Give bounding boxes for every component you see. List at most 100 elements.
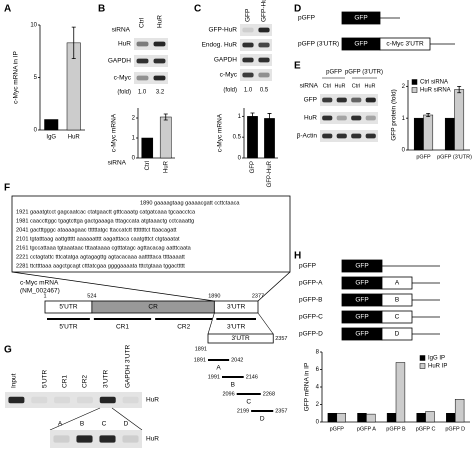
y-tick-label: 2	[402, 84, 406, 90]
subregion-label: 3'UTR	[227, 324, 246, 331]
y-tick-label: 1	[238, 114, 242, 120]
sequence-line: 2101 tgtatttaag aattgttttt aaaaaatttt aa…	[16, 236, 180, 242]
legend-label: IgG IP	[428, 356, 445, 362]
sequence-box	[11, 195, 291, 273]
error-bar	[163, 113, 168, 121]
construct-name: pGFP	[299, 263, 316, 270]
y-tick-label: 2	[316, 402, 320, 408]
bar	[395, 362, 406, 423]
band	[351, 133, 362, 139]
lane-label: CR2	[82, 375, 89, 388]
y-tick-label: 0	[132, 156, 136, 162]
subregion-label: CR1	[116, 324, 129, 331]
connector	[49, 407, 101, 431]
fold-value: 1.0	[244, 88, 253, 94]
construct-box-label: B	[395, 297, 399, 304]
y-axis-label: GFP protein (fold)	[391, 89, 398, 141]
band-label: HuR	[146, 436, 159, 443]
x-tick-label: Ctrl	[145, 161, 151, 170]
position-label: 2096	[222, 391, 234, 397]
y-tick-label: 6	[316, 367, 320, 373]
sequence-line: 1981 caaccttggc tgagtcttga gactgaaaga tt…	[16, 218, 194, 224]
band	[136, 75, 149, 81]
region-label: 5'UTR	[59, 304, 78, 311]
bar	[44, 119, 59, 131]
panel-letter: A	[4, 4, 11, 15]
construct-box-label: GFP	[354, 15, 367, 22]
band	[8, 396, 25, 404]
region	[213, 300, 259, 314]
blot	[240, 54, 272, 66]
accession: (NM_002467)	[20, 288, 60, 295]
band	[136, 58, 149, 64]
y-axis-label: c-Myc mRNA	[217, 113, 224, 152]
y-axis-label: c-Myc mRNA in IP	[13, 51, 20, 104]
bar	[264, 118, 275, 159]
position-label: 1991	[208, 374, 220, 380]
position-label: 2357	[275, 336, 287, 342]
position-label: 2199	[237, 408, 249, 414]
bar	[366, 413, 376, 423]
band	[153, 75, 166, 81]
blot	[320, 130, 378, 142]
fragment-label: A	[216, 365, 221, 372]
band	[31, 396, 48, 404]
position-label: 1891	[195, 346, 207, 352]
error-bar	[250, 112, 255, 121]
lane-label: Input	[11, 373, 18, 388]
y-tick-label: 10	[30, 23, 37, 29]
band	[242, 72, 254, 78]
error-bar	[71, 26, 76, 59]
group-label: pGFP	[326, 70, 342, 76]
band	[365, 97, 376, 103]
fold-value: 3.2	[156, 90, 165, 96]
lane-label: CR1	[62, 375, 69, 388]
bar	[386, 413, 397, 423]
band	[122, 396, 139, 404]
band	[258, 42, 270, 48]
blot	[320, 112, 378, 124]
fold-value: 1.0	[138, 90, 147, 96]
construct-box-label: GFP	[355, 331, 368, 338]
position-label: 2042	[231, 357, 243, 363]
connector	[257, 271, 291, 302]
lane-label: Ctrl	[139, 17, 146, 28]
position-label: 1890	[208, 293, 220, 299]
position-label: 2146	[246, 374, 258, 380]
lane-label: GFP	[245, 9, 252, 22]
y-tick-label: 4	[316, 385, 320, 391]
panel-letter: B	[98, 4, 105, 15]
sequence-line: 1921 gaaatgtcct gagcaatcac ctatgaactt gt…	[16, 209, 196, 215]
band	[242, 57, 254, 63]
panel-letter: H	[294, 251, 301, 262]
construct-box-label: GFP	[354, 41, 367, 48]
band-label: GFP-HuR	[208, 27, 237, 34]
legend-label: HuR siRNA	[420, 88, 451, 94]
lane-label: HuR	[364, 83, 375, 89]
construct-box-label: D	[395, 331, 400, 338]
band	[351, 97, 362, 103]
bar	[454, 399, 465, 423]
band	[242, 27, 254, 33]
bar	[247, 116, 258, 159]
fragment-label: D	[260, 416, 265, 423]
panel-letter: C	[194, 4, 201, 15]
label: (fold)	[223, 88, 237, 94]
bar	[425, 411, 435, 423]
position-label: 2268	[263, 391, 275, 397]
construct-box-label: A	[395, 280, 400, 287]
error-bar	[426, 113, 431, 117]
blot	[320, 94, 378, 106]
bar	[357, 413, 367, 423]
construct-name: pGFP-C	[299, 314, 323, 321]
x-tick-label: GFP-HuR	[267, 160, 273, 187]
subregion-label: CR2	[177, 324, 190, 331]
fragment-label: C	[246, 399, 251, 406]
band	[153, 58, 166, 64]
band	[351, 115, 362, 121]
panel-letter: G	[4, 345, 12, 356]
y-tick-label: 2	[132, 116, 136, 122]
bar	[416, 413, 426, 423]
construct-name: pGFP	[298, 15, 315, 22]
construct-name: pGFP-A	[299, 280, 323, 287]
